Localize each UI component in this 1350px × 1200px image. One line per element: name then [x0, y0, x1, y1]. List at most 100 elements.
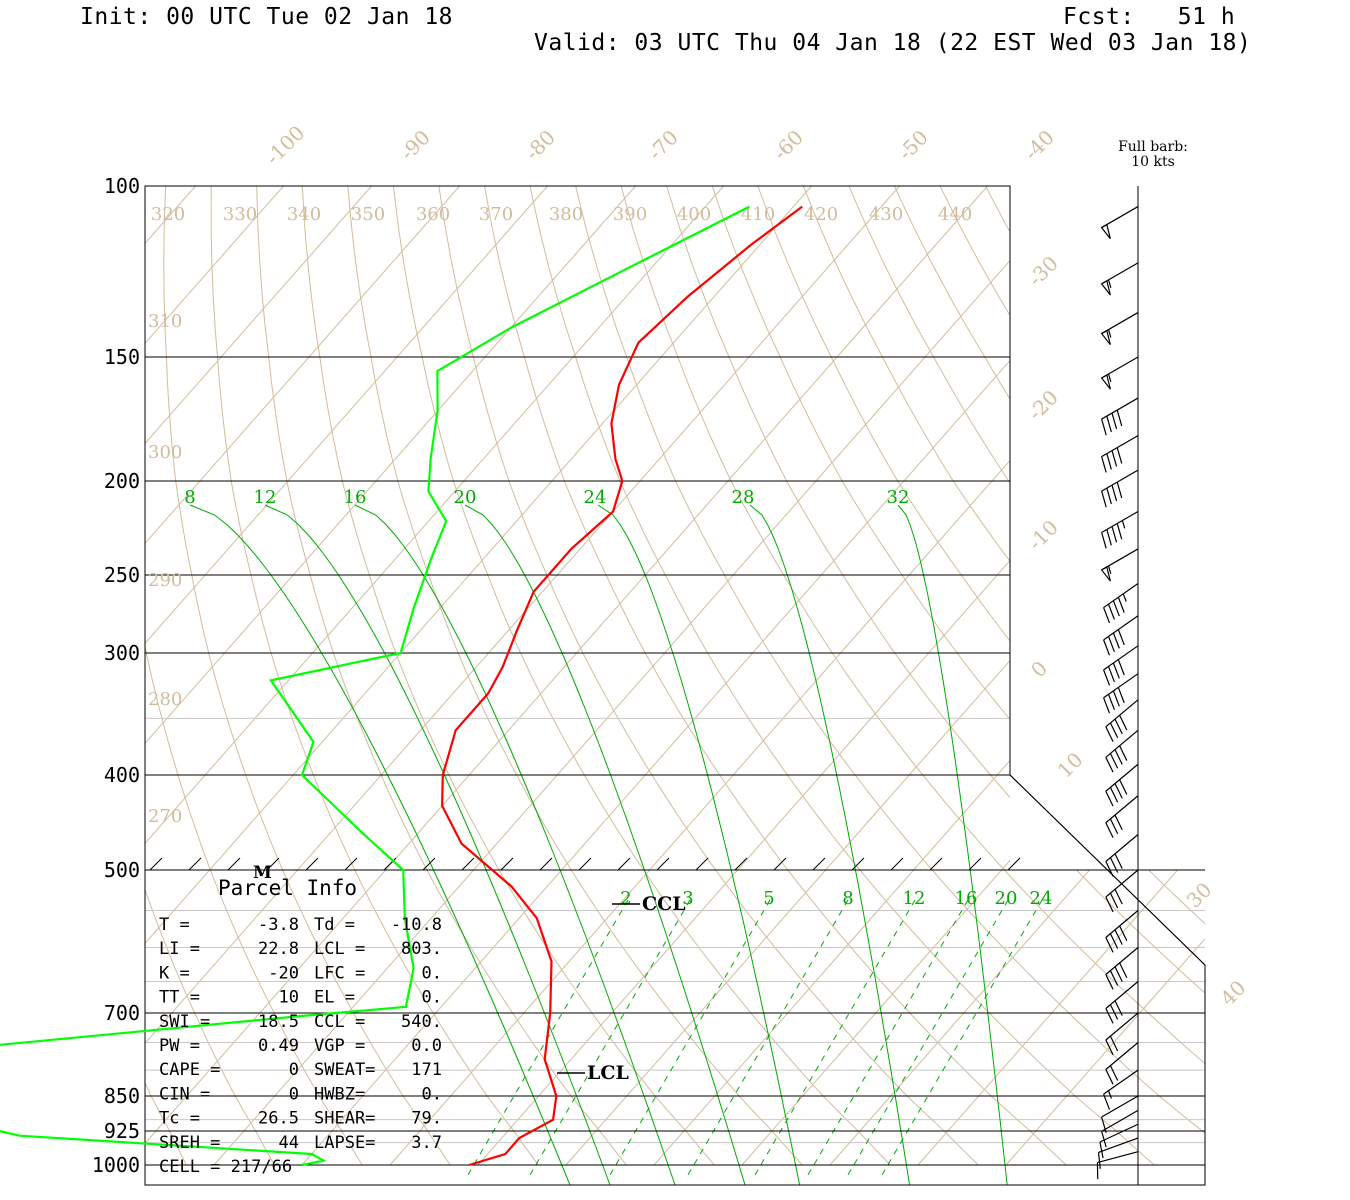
- dry-adiabat: [939, 186, 1205, 1166]
- theta-label: 360: [416, 204, 450, 225]
- theta-label: 440: [938, 204, 972, 225]
- parcel-value: 0.: [422, 963, 442, 983]
- mixing-ratio-label: 3: [682, 888, 693, 909]
- init-time: Init: 00 UTC Tue 02 Jan 18: [80, 4, 454, 30]
- parcel-value: 0: [289, 1084, 299, 1104]
- mixing-ratio-line: [354, 504, 676, 1186]
- theta-label: 350: [351, 204, 385, 225]
- freezing-hatch: [149, 857, 163, 871]
- pressure-tick-label: 300: [104, 641, 140, 665]
- pressure-tick-label: 250: [104, 563, 140, 587]
- wind-barb: [1097, 1137, 1139, 1169]
- parcel-value: 10: [279, 988, 299, 1008]
- parcel-value: 540.: [401, 1012, 442, 1032]
- parcel-key: CAPE =: [159, 1060, 220, 1080]
- parcel-value: 26.5: [258, 1109, 299, 1129]
- parcel-key: T =: [159, 915, 190, 935]
- dry-adiabat: [529, 186, 1155, 1166]
- wind-key-line2: 10 kts: [1131, 154, 1175, 170]
- freezing-hatch: [305, 857, 319, 871]
- isotherm-label: 40: [1216, 976, 1251, 1011]
- parcel-value: 18.5: [258, 1012, 299, 1032]
- mixing-ratio-line: [597, 504, 801, 1186]
- parcel-info-title: Parcel Info: [218, 876, 357, 900]
- wind-barb: [1103, 582, 1139, 624]
- theta-label: 390: [613, 204, 647, 225]
- parcel-value: 803.: [401, 939, 442, 959]
- profiles: [0, 205, 803, 1167]
- wind-barb: [1101, 397, 1139, 436]
- pressure-tick-label: 500: [104, 858, 140, 882]
- parcel-value: 0.: [422, 988, 442, 1008]
- temperature-profile: [440, 205, 803, 1167]
- isotherm: [145, 186, 812, 1166]
- parcel-info: Parcel Info T = -3.8 Td = -10.8 LI = 22.8 LCL …: [159, 876, 442, 1177]
- wind-barb: [1096, 1151, 1139, 1180]
- frame-outline: [144, 185, 1206, 1186]
- freezing-hatch: [851, 857, 865, 871]
- isotherm: [917, 186, 1205, 1166]
- isotherm: [389, 186, 1205, 1166]
- parcel-value: 79.: [411, 1109, 442, 1129]
- isotherm: [0, 186, 108, 1165]
- wind-barb: [1105, 795, 1139, 838]
- dry-adiabat: [893, 186, 1205, 1166]
- isotherm-label: -40: [1019, 125, 1059, 165]
- freezing-hatch: [656, 857, 670, 871]
- wind-barb: [1105, 699, 1139, 742]
- dry-adiabat: [848, 186, 1205, 1166]
- wind-barb: [1105, 910, 1139, 953]
- wind-barbs: [1096, 186, 1139, 1185]
- wind-barb: [1100, 356, 1139, 390]
- parcel-row: T = -3.8 Td = -10.8: [159, 915, 442, 935]
- wind-barb: [1105, 834, 1139, 877]
- isotherm: [477, 186, 1205, 1166]
- parcel-row: PW = 0.49 VGP = 0.0: [159, 1036, 442, 1056]
- wind-barb: [1103, 1069, 1139, 1110]
- freezing-hatch: [578, 857, 592, 871]
- lcl-marker: LCL: [557, 1062, 629, 1084]
- isotherm-label: -70: [643, 125, 683, 165]
- freezing-hatch: [617, 857, 631, 871]
- freezing-hatch: [383, 857, 397, 871]
- theta-label: 280: [148, 689, 182, 710]
- freezing-hatch: [929, 857, 943, 871]
- mixing-ratio-lines: [189, 504, 1043, 1186]
- parcel-row: LI = 22.8 LCL = 803.: [159, 939, 442, 959]
- lcl-label: LCL: [587, 1062, 629, 1084]
- wind-barb: [1105, 947, 1139, 990]
- isotherm: [145, 186, 548, 1166]
- parcel-value: 44: [279, 1133, 299, 1153]
- chart-frame: [144, 185, 1206, 1186]
- parcel-key: CCL =: [314, 1012, 365, 1032]
- isotherm: [145, 186, 988, 1166]
- parcel-key: Tc =: [159, 1109, 200, 1129]
- mixing-ratio-label: 8: [842, 888, 853, 909]
- mixing-ratio-dashed: [807, 899, 969, 1176]
- theta-label: 400: [677, 204, 711, 225]
- mixing-ratio-label: 16: [955, 888, 978, 909]
- parcel-key: LI =: [159, 939, 200, 959]
- isotherm: [145, 186, 900, 1166]
- isotherm-label: -100: [261, 121, 310, 170]
- mixing-ratio-line: [749, 504, 911, 1186]
- theta-label: 310: [148, 311, 182, 332]
- mixing-ratio-dashed: [847, 899, 1009, 1176]
- parcel-key: VGP =: [314, 1036, 365, 1056]
- theta-label: 340: [287, 204, 321, 225]
- isotherm-label: -50: [893, 125, 933, 165]
- ccl-label: CCL: [642, 893, 686, 915]
- pressure-tick-label: 850: [104, 1084, 140, 1108]
- wind-barb: [1101, 469, 1139, 508]
- wind-barb: [1105, 1012, 1139, 1056]
- parcel-value: 171: [411, 1060, 442, 1080]
- wind-barb: [1105, 981, 1139, 1024]
- theta-label: 290: [148, 570, 182, 591]
- wind-barb: [1105, 1042, 1139, 1085]
- parcel-row: CELL = 217/66: [159, 1157, 292, 1177]
- parcel-key: EL =: [314, 988, 355, 1008]
- mixing-ratio-label: 12: [254, 487, 277, 508]
- freezing-hatch: [968, 857, 982, 871]
